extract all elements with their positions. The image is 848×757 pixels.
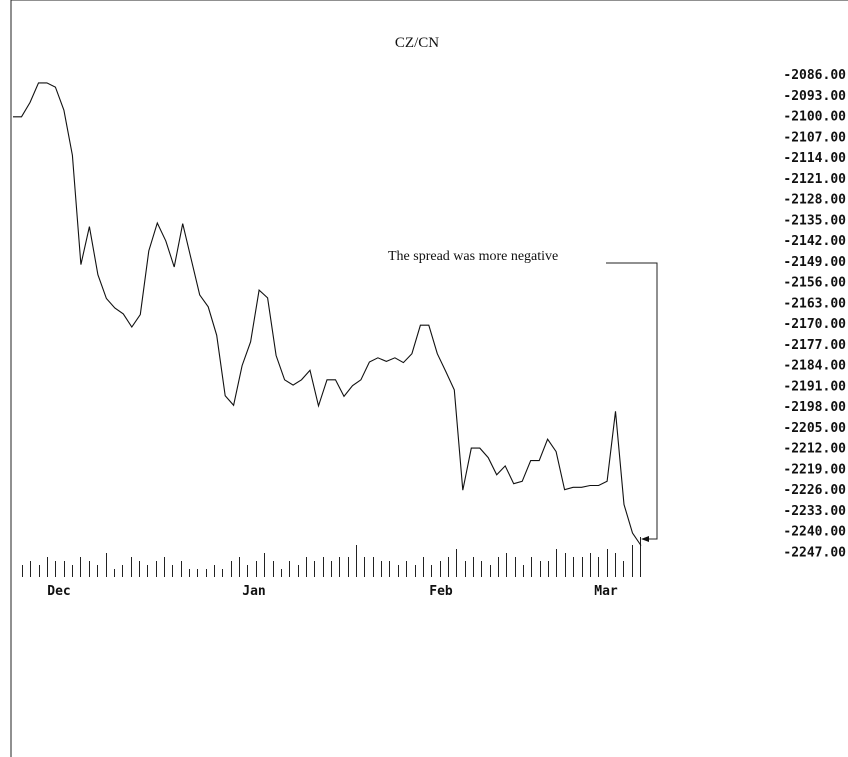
y-tick-label: -2135.00 [783,213,846,228]
y-tick-label: -2100.00 [783,110,846,125]
y-tick-label: -2198.00 [783,400,846,415]
chart-title: CZ/CN [395,35,439,51]
y-tick-label: -2107.00 [783,130,846,145]
y-tick-label: -2226.00 [783,483,846,498]
y-tick-label: -2240.00 [783,525,846,540]
y-tick-label: -2212.00 [783,442,846,457]
volume-bars [22,537,641,577]
y-tick-label: -2233.00 [783,504,846,519]
y-axis-ticks: -2086.00 -2093.00 -2100.00 -2107.00 -2114.00… [783,68,846,560]
y-tick-label: -2219.00 [783,462,846,477]
y-tick-label: -2121.00 [783,172,846,187]
y-tick-label: -2177.00 [783,338,846,353]
y-tick-label: -2205.00 [783,421,846,436]
y-tick-label: -2170.00 [783,317,846,332]
y-tick-label: -2247.00 [783,545,846,560]
x-tick-label: Dec [47,584,70,599]
series-line [13,82,642,546]
annotation-text: The spread was more negative [388,249,558,264]
y-tick-label: -2163.00 [783,296,846,311]
x-tick-label: Feb [429,584,453,599]
annotation-leader [606,262,658,540]
x-axis-ticks: Dec Jan Feb Mar [47,584,618,599]
x-tick-label: Jan [242,584,265,599]
y-tick-label: -2149.00 [783,255,846,270]
x-tick-label: Mar [594,584,618,599]
y-tick-label: -2093.00 [783,89,846,104]
annotation-arrowhead [641,536,649,542]
y-tick-label: -2156.00 [783,276,846,291]
y-tick-label: -2114.00 [783,151,846,166]
y-tick-label: -2086.00 [783,68,846,83]
y-tick-label: -2142.00 [783,234,846,249]
y-tick-label: -2191.00 [783,379,846,394]
y-tick-label: -2128.00 [783,193,846,208]
y-tick-label: -2184.00 [783,359,846,374]
